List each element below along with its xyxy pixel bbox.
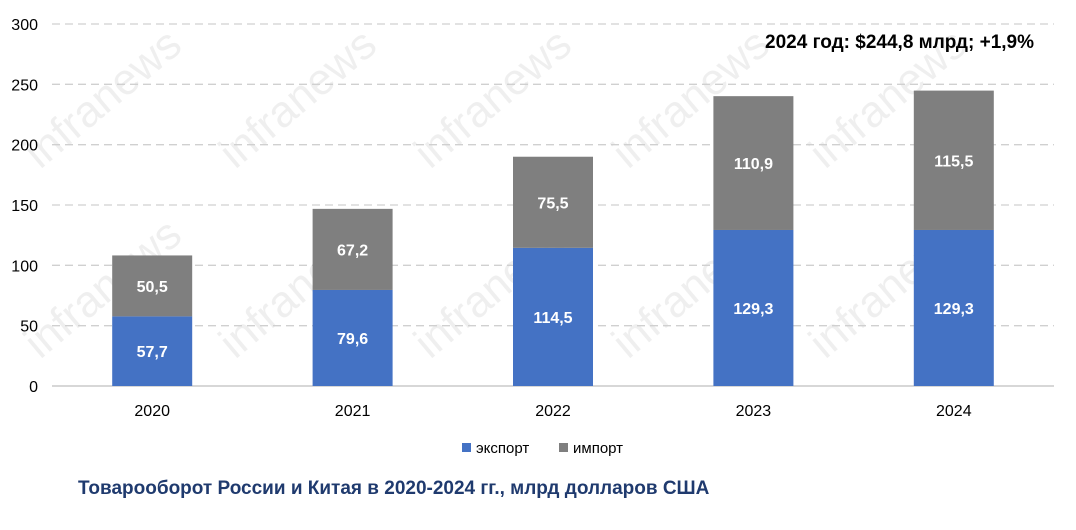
legend-swatch-import — [559, 443, 568, 452]
data-label-import: 115,5 — [934, 153, 973, 170]
x-tick-label: 2024 — [936, 403, 972, 420]
data-label-import: 110,9 — [734, 156, 773, 173]
y-tick-label: 250 — [11, 77, 38, 94]
legend-swatch-export — [462, 443, 471, 452]
bar-import-2021 — [312, 208, 393, 290]
watermark-text: infranews — [405, 19, 581, 178]
y-tick-label: 200 — [11, 138, 38, 155]
labels-layer: 0 50 100 150 200 250 300 57,7 50,5 2020 79,6 67,2 20… — [11, 17, 974, 420]
legend-label-export: экспорт — [476, 440, 529, 457]
bar-export-2021 — [312, 289, 393, 386]
watermark-text: infranews — [15, 19, 191, 178]
chart-caption: Товарооборот России и Китая в 2020-2024 … — [78, 478, 710, 499]
data-label-import: 67,2 — [337, 242, 368, 259]
bar-import-2023 — [713, 96, 794, 230]
x-tick-label: 2021 — [335, 403, 371, 420]
bar-import-2022 — [513, 156, 593, 248]
watermark-text: infranews — [210, 19, 386, 178]
data-label-export: 129,3 — [934, 301, 974, 318]
bars-layer — [112, 90, 994, 386]
bar-export-2020 — [112, 316, 193, 386]
y-tick-label: 150 — [11, 198, 38, 215]
y-tick-label: 100 — [11, 258, 38, 275]
bar-import-2020 — [112, 255, 193, 317]
x-tick-label: 2022 — [535, 403, 571, 420]
data-label-export: 79,6 — [337, 331, 368, 348]
data-label-export: 129,3 — [733, 301, 773, 318]
bar-export-2022 — [513, 247, 593, 386]
y-tick-label: 50 — [20, 319, 38, 336]
data-label-import: 50,5 — [137, 279, 168, 296]
legend-label-import: импорт — [573, 440, 623, 457]
y-tick-label: 300 — [11, 17, 38, 34]
data-label-export: 57,7 — [137, 344, 168, 361]
x-tick-label: 2023 — [736, 403, 772, 420]
x-tick-label: 2020 — [134, 403, 170, 420]
bar-import-2024 — [913, 90, 994, 230]
bar-export-2023 — [713, 229, 794, 386]
data-label-export: 114,5 — [533, 310, 572, 327]
legend: экспорт импорт — [462, 440, 623, 457]
y-tick-label: 0 — [29, 379, 38, 396]
chart-annotation: 2024 год: $244,8 млрд; +1,9% — [765, 32, 1034, 53]
data-label-import: 75,5 — [537, 195, 568, 212]
bar-export-2024 — [913, 229, 994, 386]
